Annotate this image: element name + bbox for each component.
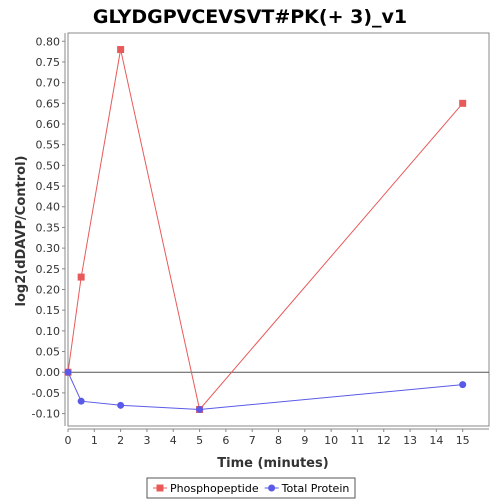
data-point-total-protein xyxy=(77,397,85,405)
y-tick-label: -0.10 xyxy=(32,408,60,421)
x-tick-label: 15 xyxy=(456,434,470,447)
x-tick-label: 10 xyxy=(324,434,338,447)
y-tick-label: 0.55 xyxy=(36,139,61,152)
plot-area xyxy=(67,32,490,427)
data-point-total-protein xyxy=(117,401,125,409)
legend-label-phosphopeptide: Phosphopeptide xyxy=(170,482,259,495)
y-tick-label: 0.50 xyxy=(36,159,61,172)
x-tick-label: 8 xyxy=(275,434,282,447)
legend-label-total-protein: Total Protein xyxy=(281,482,350,495)
x-tick-label: 6 xyxy=(222,434,229,447)
y-tick-label: 0.60 xyxy=(36,118,61,131)
x-tick-label: 2 xyxy=(117,434,124,447)
legend-box xyxy=(146,477,356,499)
data-point-total-protein xyxy=(64,368,72,376)
series-layer xyxy=(64,46,467,413)
x-tick-label: 11 xyxy=(350,434,364,447)
data-point-phosphopeptide xyxy=(459,99,467,107)
y-tick-label: 0.10 xyxy=(36,325,61,338)
y-tick-label: 0.35 xyxy=(36,221,61,234)
chart-title: GLYDGPVCEVSVT#PK(+ 3)_v1 xyxy=(93,6,407,28)
legend-marker-phosphopeptide xyxy=(156,484,164,492)
x-tick-label: 9 xyxy=(301,434,308,447)
data-point-total-protein xyxy=(196,405,204,413)
x-axis-title: Time (minutes) xyxy=(217,456,328,471)
y-tick-label: 0.05 xyxy=(36,346,61,359)
x-tick-label: 13 xyxy=(403,434,417,447)
y-tick-label: 0.70 xyxy=(36,77,61,90)
y-tick-label: 0.65 xyxy=(36,97,61,110)
y-tick-label: 0.20 xyxy=(36,283,61,296)
data-point-total-protein xyxy=(459,381,467,389)
x-tick-label: 3 xyxy=(143,434,150,447)
x-tick-label: 5 xyxy=(196,434,203,447)
y-tick-label: 0.00 xyxy=(36,366,61,379)
plot-frame xyxy=(67,32,490,427)
y-tick-label: 0.75 xyxy=(36,56,61,69)
legend: Phosphopeptide Total Protein xyxy=(146,477,356,499)
y-tick-label: 0.25 xyxy=(36,263,61,276)
x-tick-label: 14 xyxy=(429,434,443,447)
x-tick-label: 12 xyxy=(377,434,391,447)
data-point-phosphopeptide xyxy=(77,273,85,281)
x-tick-label: 7 xyxy=(249,434,256,447)
x-tick-label: 0 xyxy=(65,434,72,447)
legend-marker-total-protein xyxy=(268,484,276,492)
x-tick-label: 1 xyxy=(91,434,98,447)
x-axis: 0 1 2 3 4 5 6 7 8 9 10 11 12 13 14 15 xyxy=(65,428,489,447)
y-tick-label: -0.05 xyxy=(32,387,60,400)
data-point-phosphopeptide xyxy=(117,46,125,54)
y-axis-title: log2(dDAVP/Control) xyxy=(14,156,29,307)
y-tick-label: 0.80 xyxy=(36,35,61,48)
y-tick-label: 0.30 xyxy=(36,242,61,255)
y-tick-label: 0.15 xyxy=(36,304,61,317)
x-tick-label: 4 xyxy=(170,434,177,447)
y-tick-label: 0.45 xyxy=(36,180,61,193)
y-tick-label: 0.40 xyxy=(36,201,61,214)
y-axis: -0.10 -0.05 0.00 0.05 0.10 0.15 0.20 0.25 0.30 0.… xyxy=(32,33,66,426)
